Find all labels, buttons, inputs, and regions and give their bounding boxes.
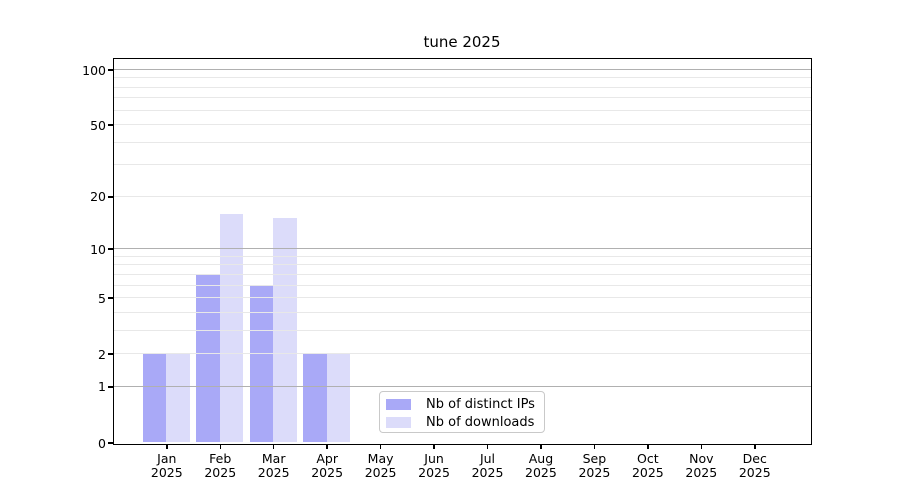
y-tick-mark (107, 124, 113, 126)
x-tick-label: Oct 2025 (631, 450, 664, 480)
bar-distinct-ips (249, 285, 274, 443)
x-tick-label: May 2025 (364, 450, 397, 480)
legend-row-distinct-ips: Nb of distinct IPs (386, 396, 544, 414)
y-tick-label: 5 (98, 290, 106, 306)
bar-distinct-ips (142, 353, 167, 443)
gridline-minor (113, 273, 811, 275)
gridline-minor (113, 124, 811, 126)
x-tick-label: Aug 2025 (525, 450, 557, 480)
x-tick-mark (166, 444, 168, 449)
x-tick-label: Jun 2025 (418, 450, 450, 480)
x-tick-label: Nov 2025 (685, 450, 718, 480)
legend-label-distinct-ips: Nb of distinct IPs (426, 397, 535, 413)
bar-downloads (326, 353, 351, 443)
x-tick-mark (219, 444, 221, 449)
legend-swatch-downloads (386, 416, 411, 428)
gridline-minor (113, 164, 811, 166)
gridline-minor (113, 353, 811, 355)
gridline-minor (113, 97, 811, 99)
y-tick-mark (107, 69, 113, 71)
legend-swatch-distinct-ips (386, 399, 411, 411)
y-tick-mark (107, 297, 113, 299)
x-tick-mark (379, 444, 382, 449)
gridline-minor (113, 86, 811, 88)
y-tick-label: 0 (98, 435, 106, 451)
plot-area (112, 57, 812, 445)
y-tick-label: 100 (82, 62, 106, 78)
bar-downloads (166, 353, 190, 443)
bar-distinct-ips (196, 274, 220, 443)
y-tick-label: 20 (90, 189, 106, 205)
gridline-major (113, 385, 811, 387)
y-tick-label: 1 (98, 379, 106, 395)
y-tick-mark (107, 196, 113, 198)
y-tick-label: 10 (90, 241, 106, 257)
y-tick-mark (107, 248, 113, 250)
bar-distinct-ips (303, 353, 327, 443)
chart-title: tune 2025 (423, 33, 501, 51)
x-tick-mark (700, 444, 703, 449)
x-tick-label: Jul 2025 (471, 450, 504, 480)
x-tick-label: Feb 2025 (204, 450, 237, 480)
gridline-minor (113, 195, 811, 197)
x-tick-mark (486, 444, 489, 449)
gridline-minor (113, 141, 811, 143)
y-tick-mark (107, 353, 113, 355)
x-tick-label: Jan 2025 (150, 450, 183, 480)
legend-row-downloads: Nb of downloads (386, 414, 544, 432)
gridline-minor (113, 284, 811, 286)
y-tick-label: 2 (98, 346, 106, 362)
x-tick-mark (647, 444, 649, 449)
y-tick-label: 50 (90, 117, 106, 133)
x-tick-label: Dec 2025 (738, 450, 771, 480)
gridline-major (113, 69, 811, 70)
grid-layer (113, 59, 811, 444)
x-tick-mark (540, 444, 542, 449)
x-tick-label: Apr 2025 (311, 450, 344, 480)
gridline-minor (113, 77, 811, 79)
x-tick-label: Sep 2025 (578, 450, 611, 480)
x-tick-mark (754, 444, 756, 449)
x-tick-mark (272, 444, 275, 449)
gridline-minor (113, 109, 811, 111)
gridline-minor (113, 255, 811, 257)
gridline-minor (113, 311, 811, 313)
bar-downloads (219, 213, 244, 443)
x-tick-mark (433, 444, 435, 449)
gridline-minor (113, 264, 811, 266)
legend-label-downloads: Nb of downloads (426, 414, 535, 430)
gridline-minor (113, 329, 811, 331)
legend: Nb of distinct IPs Nb of downloads (379, 391, 545, 433)
y-tick-mark (107, 442, 113, 444)
x-tick-label: Mar 2025 (257, 450, 290, 480)
gridline-minor (113, 297, 811, 299)
gridline-major (113, 248, 811, 250)
x-tick-mark (326, 444, 328, 449)
y-tick-mark (107, 386, 113, 388)
x-tick-mark (593, 444, 596, 449)
